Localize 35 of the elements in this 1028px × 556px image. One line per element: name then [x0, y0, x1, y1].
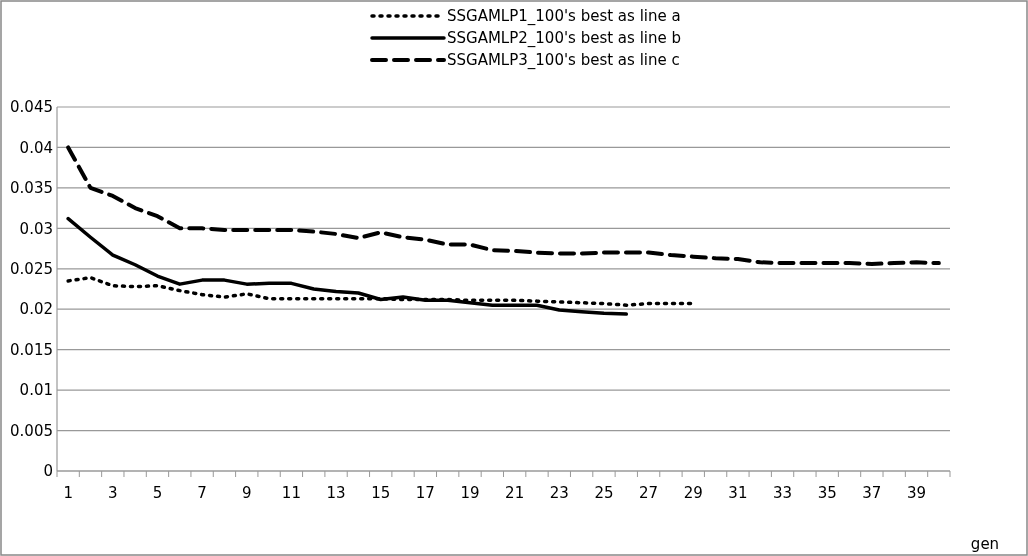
x-tick-label: 31	[728, 484, 748, 502]
x-tick-label: 11	[281, 484, 301, 502]
x-tick-label: 23	[549, 484, 569, 502]
x-axis-title: gen	[970, 535, 1000, 553]
x-tick-label: 25	[594, 484, 614, 502]
x-tick-label: 19	[460, 484, 480, 502]
x-tick-label: 35	[817, 484, 837, 502]
line-series	[66, 145, 941, 266]
y-tick-label: 0.005	[10, 421, 53, 440]
legend-label: SSGAMLP3_100's best as line c	[447, 51, 680, 71]
x-tick-label: 21	[505, 484, 525, 502]
legend-label: SSGAMLP1_100's best as line a	[447, 7, 681, 27]
x-tick-label: 17	[415, 484, 435, 502]
x-tick-label: 27	[639, 484, 659, 502]
y-tick-label: 0.025	[10, 260, 53, 279]
y-tick-label: 0.035	[10, 179, 53, 198]
x-tick-label: 3	[108, 484, 118, 502]
x-tick-label: 1	[63, 484, 73, 502]
y-tick-label: 0.045	[10, 98, 53, 117]
x-tick-label: 39	[906, 484, 927, 502]
y-tick-label: 0.03	[19, 219, 53, 238]
x-tick-label: 29	[683, 484, 703, 502]
legend-label: SSGAMLP2_100's best as line b	[447, 29, 682, 49]
x-tick-label: 5	[152, 484, 163, 502]
x-tick-label: 7	[197, 484, 207, 502]
y-tick-label: 0.02	[19, 300, 53, 319]
y-tick-label: 0	[43, 462, 53, 481]
y-tick-label: 0.04	[19, 138, 53, 157]
y-tick-label: 0.015	[10, 340, 53, 359]
x-tick-label: 13	[326, 484, 346, 502]
x-tick-label: 15	[371, 484, 391, 502]
x-tick-label: 37	[862, 484, 882, 502]
y-tick-label: 0.01	[19, 381, 53, 400]
x-tick-label: 9	[241, 484, 252, 502]
x-tick-label: 33	[773, 484, 793, 502]
